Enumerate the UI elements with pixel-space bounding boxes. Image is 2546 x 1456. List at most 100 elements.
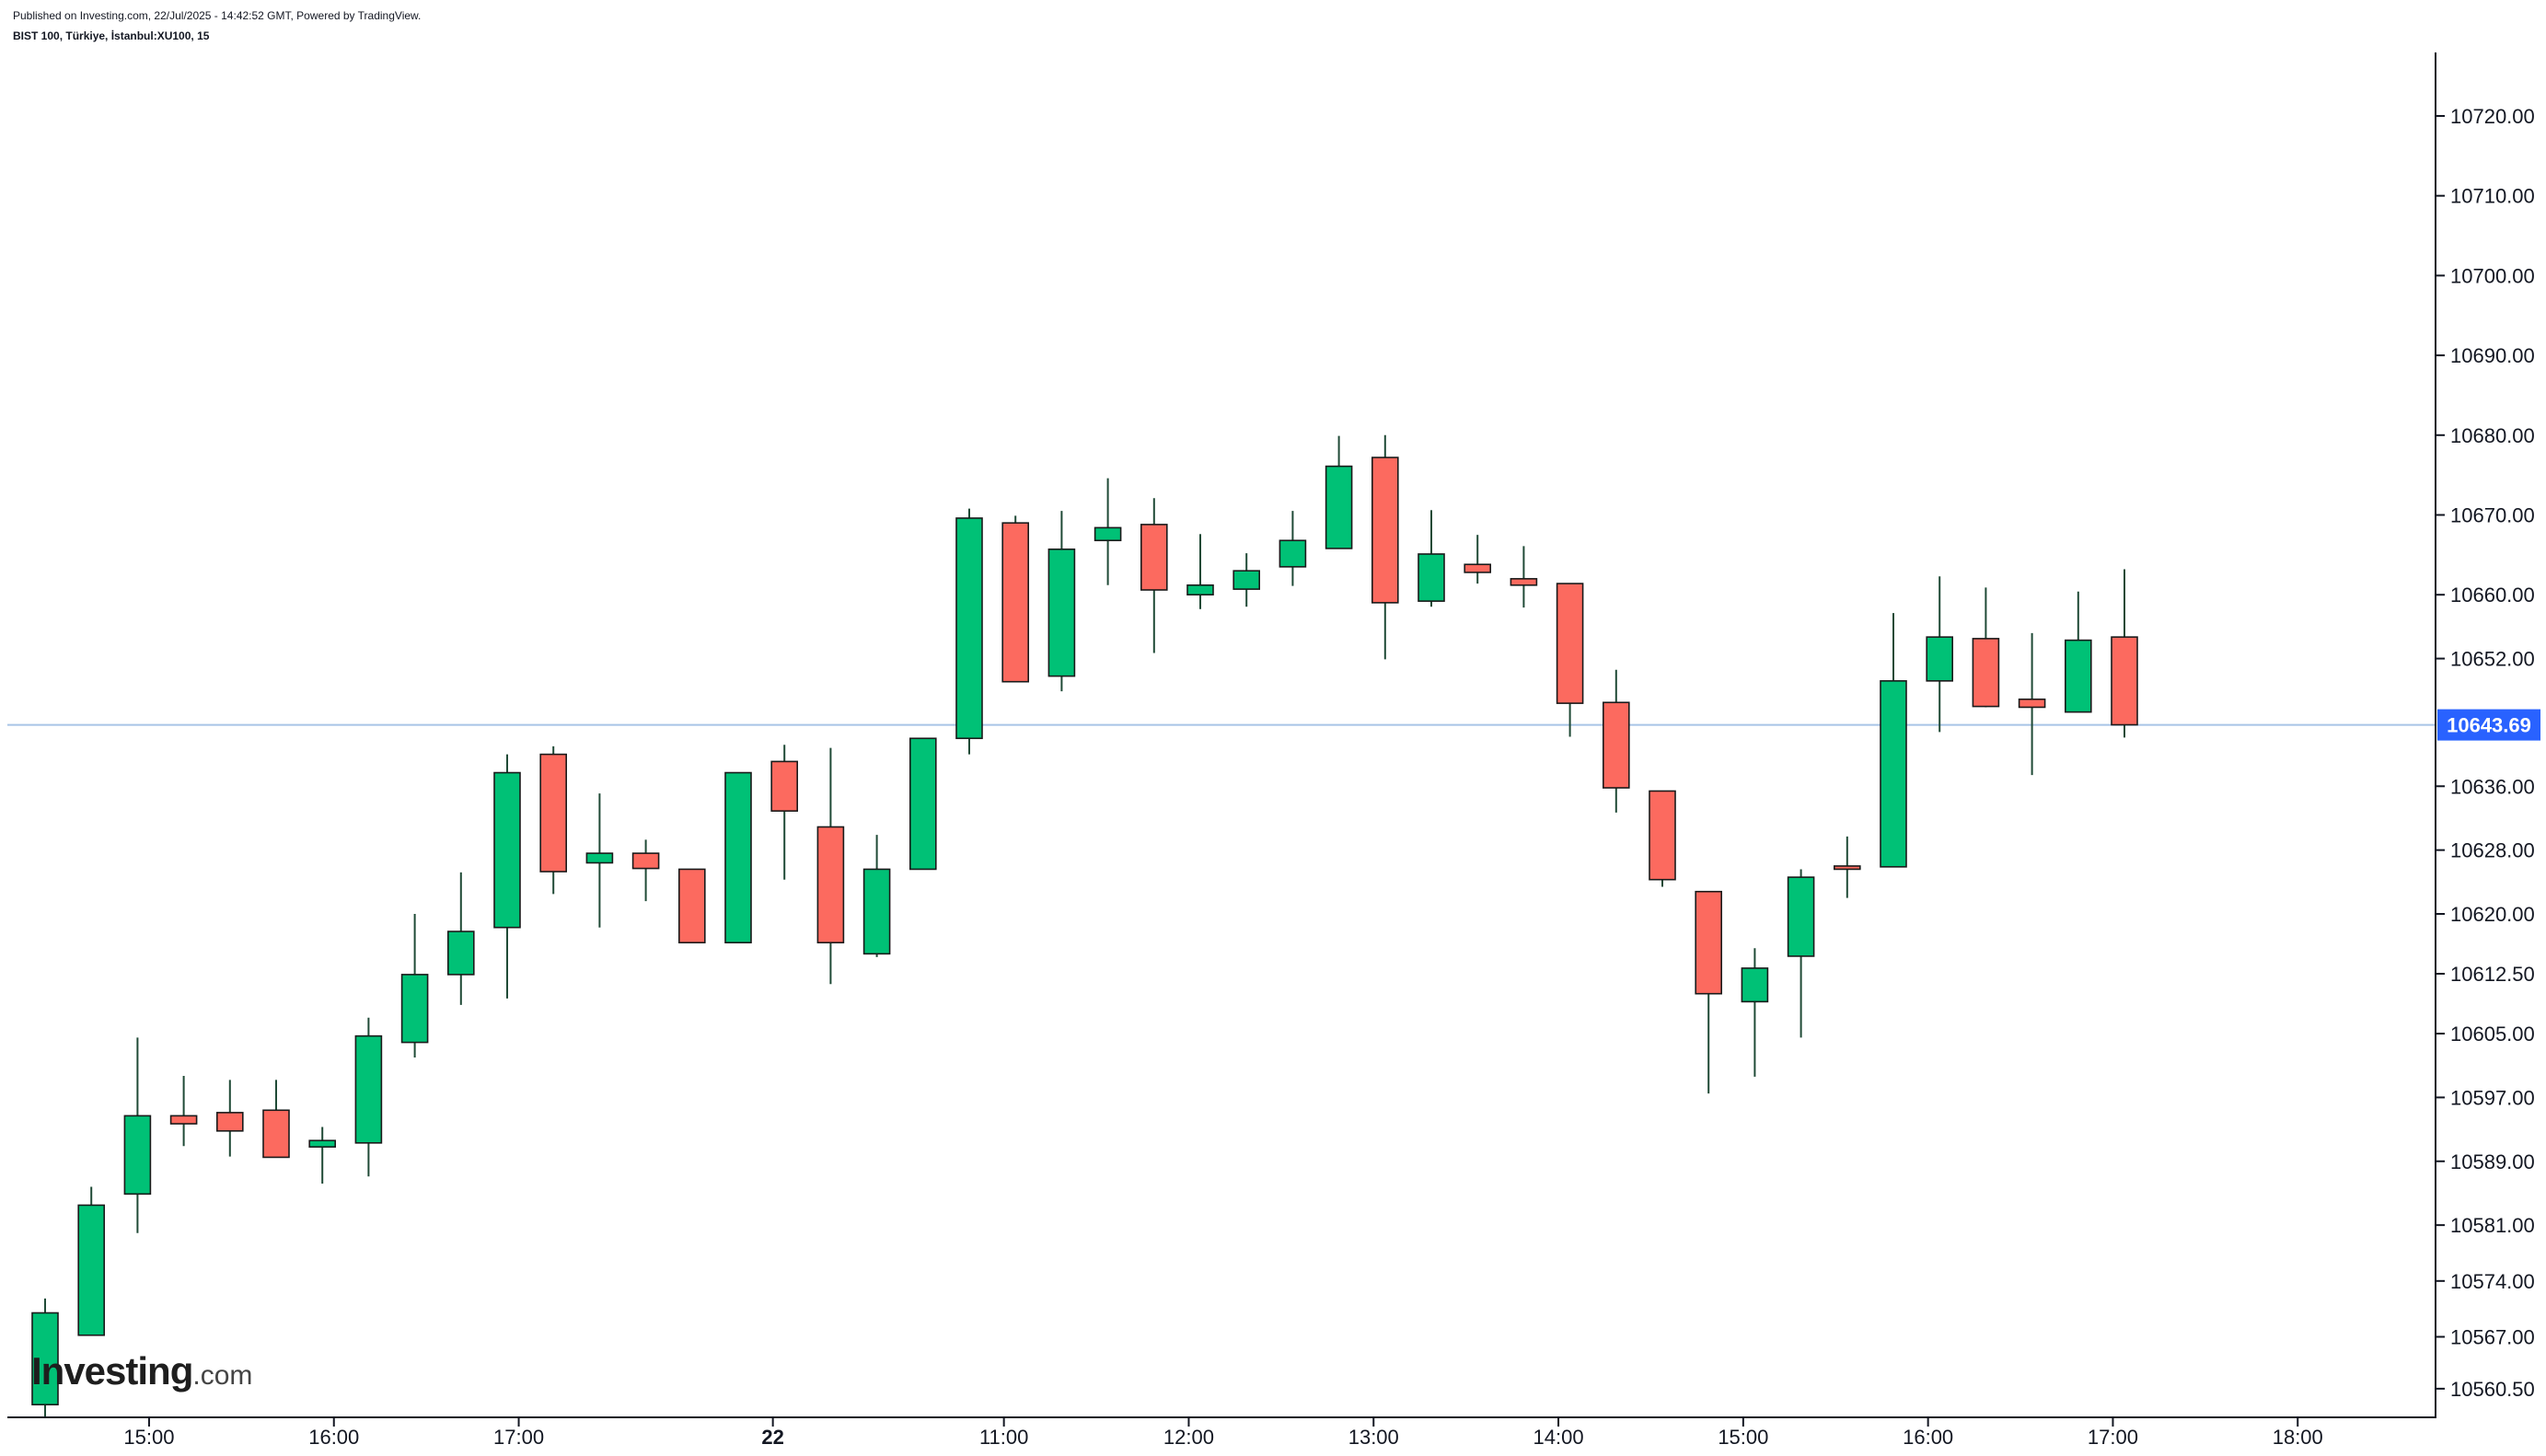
time-ticks: 15:00 16:00 17:00 22 11:00 12:00 13:00 14:00 15:… (123, 1417, 2323, 1449)
candle (123, 1037, 152, 1233)
candle-body (1001, 522, 1029, 683)
candle-body (1371, 456, 1399, 604)
candle-body (2065, 639, 2092, 713)
candle-body (169, 1115, 198, 1125)
candle (1140, 498, 1168, 653)
candle (1094, 478, 1122, 585)
candle (446, 872, 475, 1005)
candle-body (816, 826, 845, 944)
price-tick-label: 10574.00 (2450, 1270, 2535, 1293)
candle-body (1787, 876, 1815, 957)
candle-body (539, 753, 568, 872)
candle (1695, 890, 1722, 1094)
price-tick-label: 10597.00 (2450, 1086, 2535, 1109)
candle (1926, 576, 1953, 733)
candle (1649, 790, 1676, 887)
time-tick-label: 15:00 (123, 1426, 174, 1449)
candle (308, 1127, 337, 1184)
price-tick-label: 10581.00 (2450, 1214, 2535, 1237)
candle (1047, 511, 1076, 692)
candle (31, 1298, 59, 1417)
time-tick-label: 22 (761, 1426, 783, 1449)
price-tick-label: 10567.00 (2450, 1326, 2535, 1349)
candle (1510, 546, 1538, 608)
candle (585, 793, 614, 928)
price-tick-label: 10589.00 (2450, 1150, 2535, 1173)
candle-body (1880, 680, 1907, 868)
time-tick-label: 12:00 (1163, 1426, 1214, 1449)
candle (354, 1017, 383, 1177)
candle-body (446, 930, 475, 976)
candle-body (1325, 465, 1353, 549)
candle (2018, 632, 2046, 776)
candle-body (955, 517, 983, 740)
candle (816, 747, 845, 985)
candle (1880, 613, 1907, 868)
candle (1418, 510, 1445, 607)
candle (2065, 591, 2092, 713)
candle (1972, 587, 2000, 708)
candle (1834, 836, 1861, 898)
candle-body (1695, 890, 1722, 995)
candle-body (1464, 563, 1491, 573)
candle (1741, 948, 1769, 1077)
candle (1603, 669, 1630, 813)
candle (493, 754, 521, 999)
price-tick-label: 10620.00 (2450, 903, 2535, 926)
candles (31, 434, 2138, 1417)
candle (1232, 553, 1260, 607)
candle (724, 771, 752, 944)
candle-body (1649, 790, 1676, 881)
candle-body (1186, 584, 1214, 596)
investing-logo: Investing.com (31, 1349, 252, 1393)
logo-brand: Investing (31, 1349, 193, 1392)
candle (77, 1186, 105, 1336)
price-tick-label: 10710.00 (2450, 185, 2535, 208)
candle-body (631, 852, 660, 870)
candle-body (1741, 967, 1769, 1003)
price-tick-label: 10700.00 (2450, 264, 2535, 287)
candle-body (262, 1109, 290, 1159)
candle (2111, 569, 2138, 738)
candle-body (2111, 636, 2138, 726)
candle (262, 1080, 290, 1159)
price-tick-label: 10690.00 (2450, 344, 2535, 367)
candle-body (1418, 553, 1445, 602)
price-tick-label: 10652.00 (2450, 648, 2535, 671)
candle (1279, 511, 1307, 586)
candle (908, 737, 937, 871)
candle-body (585, 852, 614, 864)
candle-body (31, 1312, 59, 1406)
candle (169, 1076, 198, 1147)
candle (955, 508, 983, 755)
candle-body (1094, 526, 1122, 542)
time-tick-label: 16:00 (308, 1426, 359, 1449)
time-tick-label: 16:00 (1903, 1426, 1953, 1449)
candle (677, 868, 706, 944)
candle-body (354, 1034, 383, 1144)
time-tick-label: 18:00 (2273, 1426, 2323, 1449)
candle-body (908, 737, 937, 871)
symbol-caption: BIST 100, Türkiye, İstanbul:XU100, 15 (13, 29, 210, 42)
candle (1325, 435, 1353, 549)
candle-body (724, 771, 752, 944)
candle (539, 745, 568, 895)
price-tick-label: 10560.50 (2450, 1378, 2535, 1401)
candle-body (1972, 638, 2000, 708)
candle (862, 835, 891, 957)
candle-body (1556, 583, 1584, 704)
candle-body (216, 1112, 244, 1132)
price-tick-label: 10636.00 (2450, 775, 2535, 798)
candle (1787, 869, 1815, 1038)
candle-body (862, 868, 891, 955)
price-tick-label: 10720.00 (2450, 105, 2535, 128)
price-tick-label: 10670.00 (2450, 504, 2535, 527)
price-tick-label: 10680.00 (2450, 424, 2535, 447)
candle (216, 1080, 244, 1157)
candle-body (770, 760, 799, 812)
candle-body (1047, 548, 1076, 677)
candle-body (1140, 524, 1168, 591)
time-tick-label: 13:00 (1348, 1426, 1399, 1449)
published-caption: Published on Investing.com, 22/Jul/2025 … (13, 9, 422, 22)
